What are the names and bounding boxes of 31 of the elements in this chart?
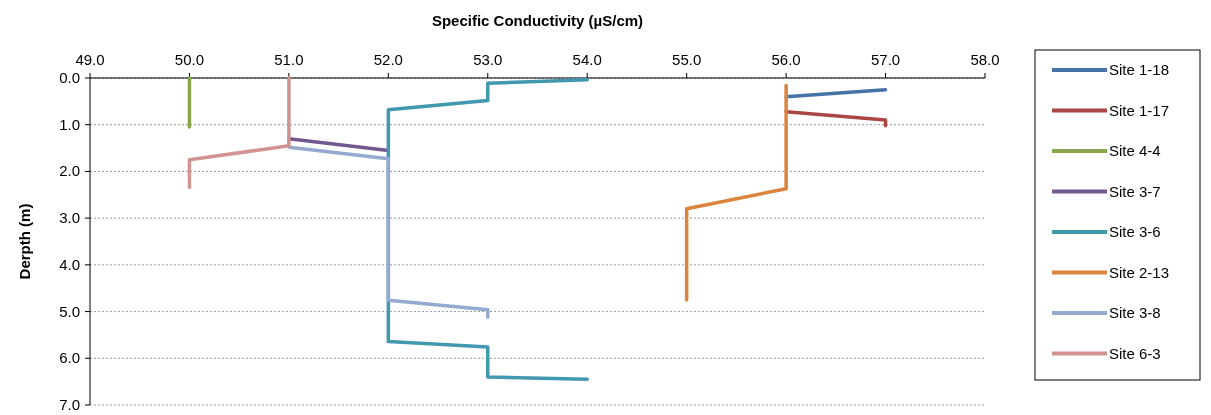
legend-label: Site 4-4	[1109, 142, 1161, 159]
y-tick-label: 5.0	[59, 302, 80, 320]
x-tick-label: 54.0	[572, 51, 602, 68]
line-series	[187, 76, 291, 190]
legend-label: Site 1-17	[1109, 101, 1170, 119]
y-tick-label: 6.0	[59, 349, 80, 367]
legend-label: Site 3-8	[1109, 304, 1161, 321]
legend-label: Site 1-18	[1109, 61, 1170, 78]
y-tick-label: 0.0	[59, 69, 80, 86]
x-tick-label: 49.0	[75, 51, 105, 68]
legend-label: Site 3-6	[1109, 223, 1161, 240]
x-axis-title: Specific Conductivity (µS/cm)	[431, 12, 644, 29]
y-tick-label: 2.0	[59, 162, 80, 180]
line-series	[684, 83, 788, 302]
x-tick-label: 50.0	[174, 51, 205, 68]
y-tick-label: 1.0	[59, 115, 80, 133]
legend-label: Site 6-3	[1109, 344, 1161, 362]
x-tick-label: 58.0	[970, 51, 1000, 68]
x-tick-label: 53.0	[473, 51, 503, 68]
x-tick-label: 51.0	[274, 51, 304, 68]
y-tick-label: 7.0	[59, 396, 80, 413]
x-tick-label: 55.0	[672, 51, 702, 68]
legend-label: Site 3-7	[1109, 182, 1161, 200]
x-tick-label: 52.0	[373, 51, 403, 68]
y-tick-label: 3.0	[59, 209, 80, 227]
x-tick-label: 57.0	[870, 51, 901, 68]
x-tick-label: 56.0	[771, 51, 801, 68]
line-series	[287, 145, 490, 319]
y-axis-title: Derpth (m)	[16, 203, 33, 280]
y-tick-label: 4.0	[59, 255, 80, 273]
legend-label: Site 2-13	[1109, 263, 1170, 281]
